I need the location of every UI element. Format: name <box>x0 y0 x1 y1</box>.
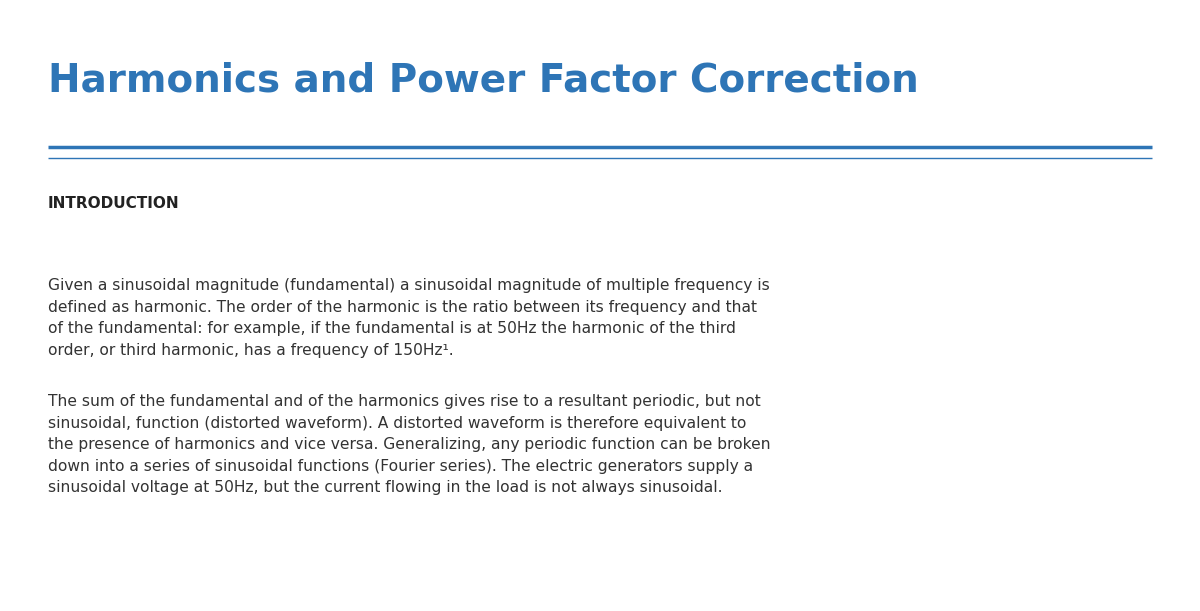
Text: Given a sinusoidal magnitude (fundamental) a sinusoidal magnitude of multiple fr: Given a sinusoidal magnitude (fundamenta… <box>48 278 769 358</box>
Text: INTRODUCTION: INTRODUCTION <box>48 196 180 211</box>
Text: The sum of the fundamental and of the harmonics gives rise to a resultant period: The sum of the fundamental and of the ha… <box>48 394 770 496</box>
Text: Harmonics and Power Factor Correction: Harmonics and Power Factor Correction <box>48 61 919 99</box>
